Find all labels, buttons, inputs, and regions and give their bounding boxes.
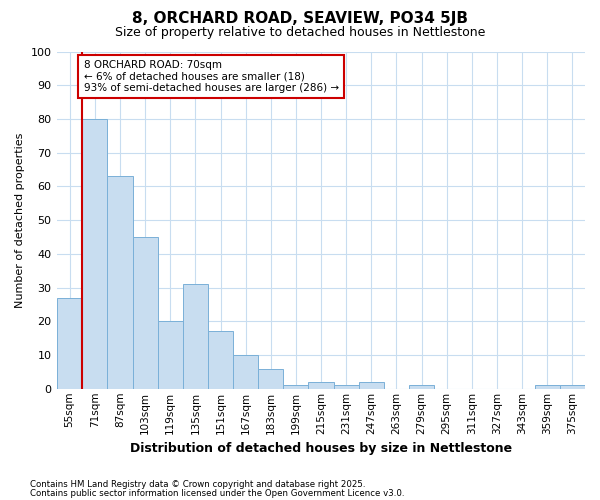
Text: 8, ORCHARD ROAD, SEAVIEW, PO34 5JB: 8, ORCHARD ROAD, SEAVIEW, PO34 5JB (132, 11, 468, 26)
Bar (57, 298, 82, 389)
Bar (535, 386, 560, 389)
Bar (82, 119, 107, 389)
Bar (107, 176, 133, 389)
Bar (158, 322, 183, 389)
Bar (183, 284, 208, 389)
Bar (208, 332, 233, 389)
X-axis label: Distribution of detached houses by size in Nettlestone: Distribution of detached houses by size … (130, 442, 512, 455)
Text: 8 ORCHARD ROAD: 70sqm
← 6% of detached houses are smaller (18)
93% of semi-detac: 8 ORCHARD ROAD: 70sqm ← 6% of detached h… (83, 60, 338, 93)
Bar (560, 386, 585, 389)
Bar (409, 386, 434, 389)
Y-axis label: Number of detached properties: Number of detached properties (15, 132, 25, 308)
Bar (334, 386, 359, 389)
Bar (359, 382, 384, 389)
Bar (233, 355, 258, 389)
Bar (283, 386, 308, 389)
Text: Contains public sector information licensed under the Open Government Licence v3: Contains public sector information licen… (30, 488, 404, 498)
Text: Contains HM Land Registry data © Crown copyright and database right 2025.: Contains HM Land Registry data © Crown c… (30, 480, 365, 489)
Bar (308, 382, 334, 389)
Text: Size of property relative to detached houses in Nettlestone: Size of property relative to detached ho… (115, 26, 485, 39)
Bar (258, 368, 283, 389)
Bar (133, 237, 158, 389)
